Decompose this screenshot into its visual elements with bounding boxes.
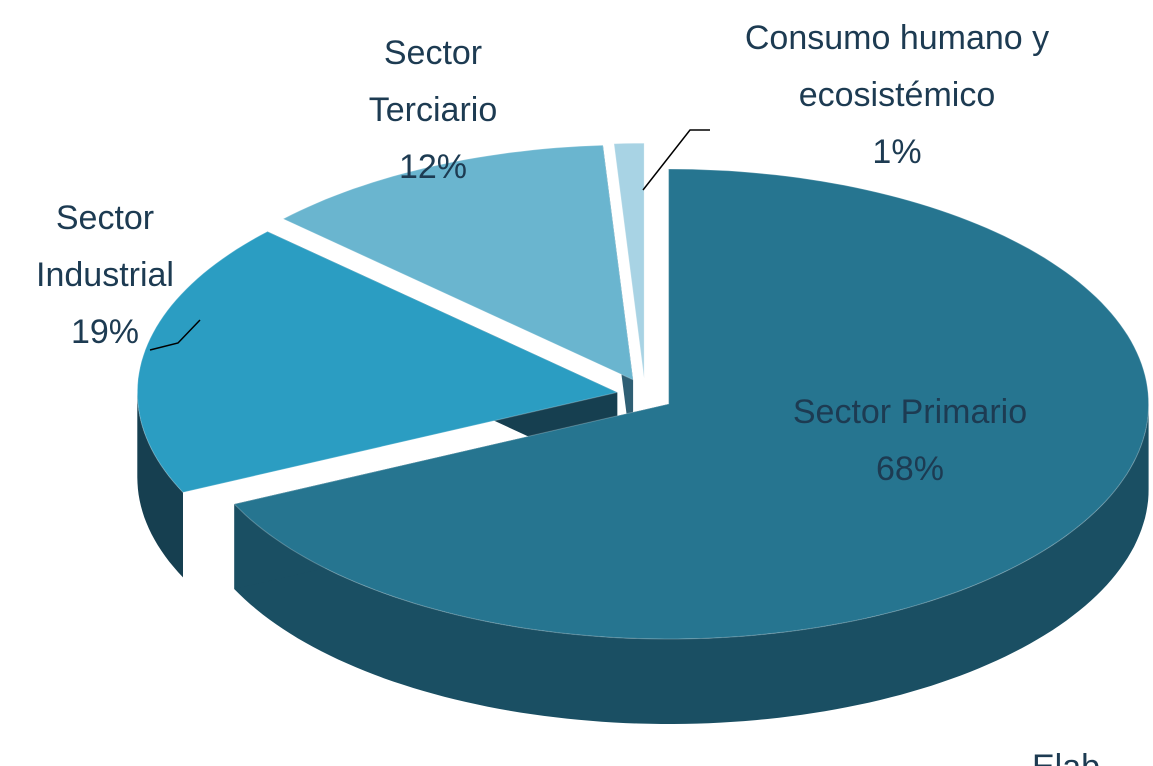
label-name: Sector Primario [792,393,1028,431]
leader-line [149,319,201,351]
slice [233,168,1150,640]
data-label: Consumo humano y ecosistémico 1% [697,10,1097,181]
leader-line [642,129,710,191]
label-name: Consumo humano y ecosistémico [744,19,1050,114]
slice-side [137,392,183,578]
data-label: Sector Industrial 19% [5,190,205,361]
label-name: Sector Industrial [36,199,174,294]
slice-tops [136,142,1150,640]
slice-side [234,404,1149,724]
label-value: 12% [398,148,468,186]
data-label: Sector Terciario 12% [333,25,533,196]
source-note: Elab [1032,748,1100,766]
label-value: 68% [875,450,945,488]
slice [136,230,619,493]
label-name: Sector Terciario [368,34,498,129]
slice [282,144,634,381]
label-value: 1% [872,133,922,171]
data-label: Sector Primario 68% [745,384,1075,498]
label-value: 19% [70,313,140,351]
slice [613,142,645,379]
